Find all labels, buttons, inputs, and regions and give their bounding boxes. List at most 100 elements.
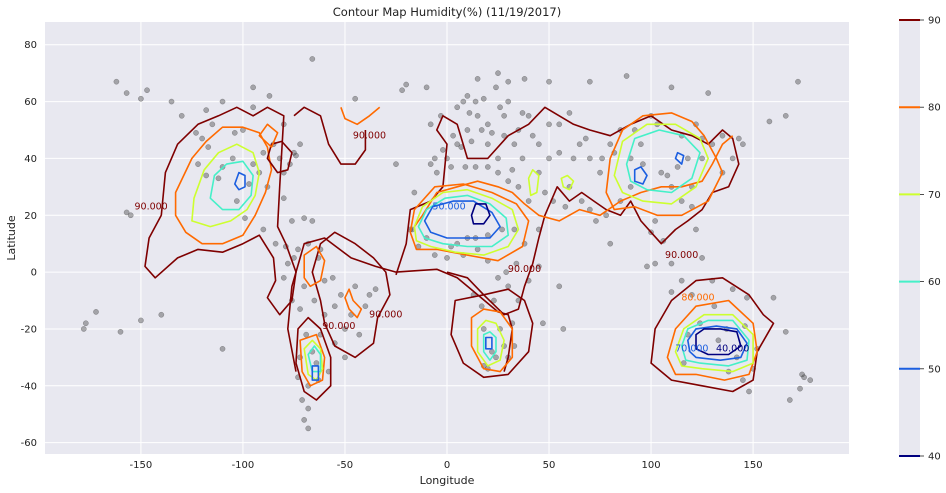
station-point	[729, 155, 736, 162]
station-point	[193, 129, 199, 136]
station-point	[529, 132, 536, 139]
station-point	[372, 286, 379, 293]
station-point	[693, 226, 699, 233]
station-point	[468, 138, 475, 145]
station-point	[607, 141, 614, 148]
station-point	[525, 112, 532, 119]
station-point	[766, 118, 773, 125]
station-point	[203, 172, 210, 179]
contour-line-50	[423, 200, 501, 239]
station-point	[454, 141, 461, 148]
station-point	[711, 303, 718, 310]
station-point	[280, 274, 287, 281]
station-point	[511, 226, 518, 233]
station-point	[638, 141, 644, 148]
contour-line-60	[625, 129, 701, 194]
y-tick-label: -60	[21, 438, 37, 449]
contour-line-90	[144, 106, 297, 316]
station-point	[546, 121, 552, 128]
station-point	[542, 189, 548, 196]
y-axis-label: Latitude	[5, 215, 18, 261]
contour-line-90	[293, 106, 367, 165]
station-point	[448, 164, 454, 170]
contour-line-40	[470, 203, 491, 225]
station-point	[462, 164, 469, 170]
x-tick-label: 0	[444, 460, 450, 471]
station-point	[797, 385, 803, 392]
station-point	[454, 104, 461, 111]
station-point	[491, 297, 497, 304]
contour-label: 40.000	[716, 344, 749, 355]
x-tick-label: -100	[232, 460, 255, 471]
station-point	[495, 169, 501, 176]
station-point	[205, 144, 212, 150]
station-point	[321, 277, 328, 284]
station-point	[505, 283, 512, 290]
station-point	[782, 112, 789, 119]
station-point	[431, 155, 438, 162]
station-point	[744, 294, 750, 301]
contour-labels: 90.000 90.000 90.000 90.000 90.000 90.000 50.0…	[134, 131, 749, 355]
contour-line-50	[687, 325, 748, 361]
contour-line-90	[650, 277, 775, 393]
station-point	[603, 212, 610, 219]
station-point	[299, 397, 305, 403]
colorbar-tick-label: 70	[928, 190, 941, 201]
contour-label: 90.000	[134, 202, 167, 213]
y-tick-label: 80	[24, 40, 37, 51]
station-point	[352, 95, 359, 102]
station-point	[729, 286, 736, 293]
station-point	[123, 209, 130, 216]
station-point	[464, 127, 471, 133]
station-point	[586, 155, 593, 162]
station-point	[246, 181, 252, 187]
x-tick-labels: -150 -100 -50 0 50 100 150	[130, 460, 763, 471]
station-point	[352, 283, 359, 290]
station-point	[746, 388, 752, 395]
station-point	[493, 354, 499, 361]
station-point	[799, 371, 805, 378]
station-point	[480, 326, 487, 332]
station-point	[740, 377, 746, 383]
station-point	[705, 90, 712, 96]
contour-label: 90.000	[322, 321, 355, 332]
station-point	[127, 212, 134, 219]
station-point	[801, 374, 807, 381]
station-point	[427, 161, 434, 167]
station-point	[513, 260, 520, 267]
station-point	[640, 161, 646, 167]
station-point	[521, 75, 528, 82]
contour-line-50	[674, 151, 685, 165]
station-point	[305, 405, 312, 412]
station-point	[199, 135, 205, 142]
station-point	[338, 291, 344, 298]
station-point	[93, 309, 99, 315]
contour-line-90	[287, 237, 514, 372]
station-point	[678, 198, 685, 204]
station-point	[474, 246, 481, 253]
contour-line-50	[234, 171, 246, 191]
colorbar: 40 50 60 70 80 90	[899, 16, 941, 463]
station-point	[219, 345, 226, 352]
station-point	[117, 328, 124, 335]
station-point	[393, 161, 399, 167]
y-tick-label: 60	[24, 97, 37, 108]
contour-label: 90.000	[353, 131, 386, 142]
station-point	[356, 331, 363, 338]
contour-line-80	[470, 308, 514, 373]
station-point	[674, 164, 681, 170]
station-point	[668, 289, 675, 295]
colorbar-tick-label: 80	[928, 103, 941, 114]
contour-line-60	[482, 331, 497, 361]
station-point	[540, 320, 546, 327]
station-point	[266, 93, 273, 99]
station-point	[303, 331, 310, 338]
station-point	[280, 195, 287, 202]
colorbar-tick-label: 40	[928, 452, 941, 463]
station-point	[301, 283, 308, 290]
station-point	[158, 311, 165, 318]
station-point	[342, 326, 348, 332]
station-point	[505, 98, 512, 105]
station-point	[556, 149, 563, 156]
